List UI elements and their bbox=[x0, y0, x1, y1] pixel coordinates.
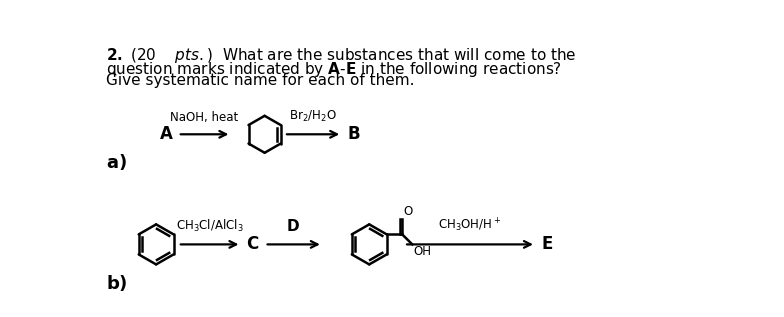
Text: $\mathrm{CH_3OH/H^+}$: $\mathrm{CH_3OH/H^+}$ bbox=[438, 217, 502, 234]
Text: $\mathbf{2.}$ (20    $\it{pts.}$)  What are the substances that will come to the: $\mathbf{2.}$ (20 $\it{pts.}$) What are … bbox=[106, 46, 576, 65]
Text: $\mathbf{D}$: $\mathbf{D}$ bbox=[286, 218, 300, 234]
Text: NaOH, heat: NaOH, heat bbox=[170, 111, 238, 124]
Text: $\mathbf{C}$: $\mathbf{C}$ bbox=[246, 236, 260, 253]
Text: $\mathrm{Br_2/H_2O}$: $\mathrm{Br_2/H_2O}$ bbox=[289, 109, 336, 124]
Text: O: O bbox=[404, 205, 413, 218]
Text: $\mathbf{b)}$: $\mathbf{b)}$ bbox=[106, 273, 127, 293]
Text: $\mathbf{B}$: $\mathbf{B}$ bbox=[347, 125, 361, 143]
Text: Give systematic name for each of them.: Give systematic name for each of them. bbox=[106, 74, 414, 88]
Text: $\mathbf{a)}$: $\mathbf{a)}$ bbox=[106, 152, 127, 172]
Text: $\mathbf{E}$: $\mathbf{E}$ bbox=[542, 236, 554, 253]
Text: question marks indicated by $\mathbf{A}$-$\mathbf{E}$ in the following reactions: question marks indicated by $\mathbf{A}$… bbox=[106, 60, 561, 79]
Text: $\mathrm{CH_3Cl/AlCl_3}$: $\mathrm{CH_3Cl/AlCl_3}$ bbox=[176, 218, 243, 234]
Text: $\mathbf{A}$: $\mathbf{A}$ bbox=[159, 125, 173, 143]
Text: OH: OH bbox=[413, 245, 431, 258]
